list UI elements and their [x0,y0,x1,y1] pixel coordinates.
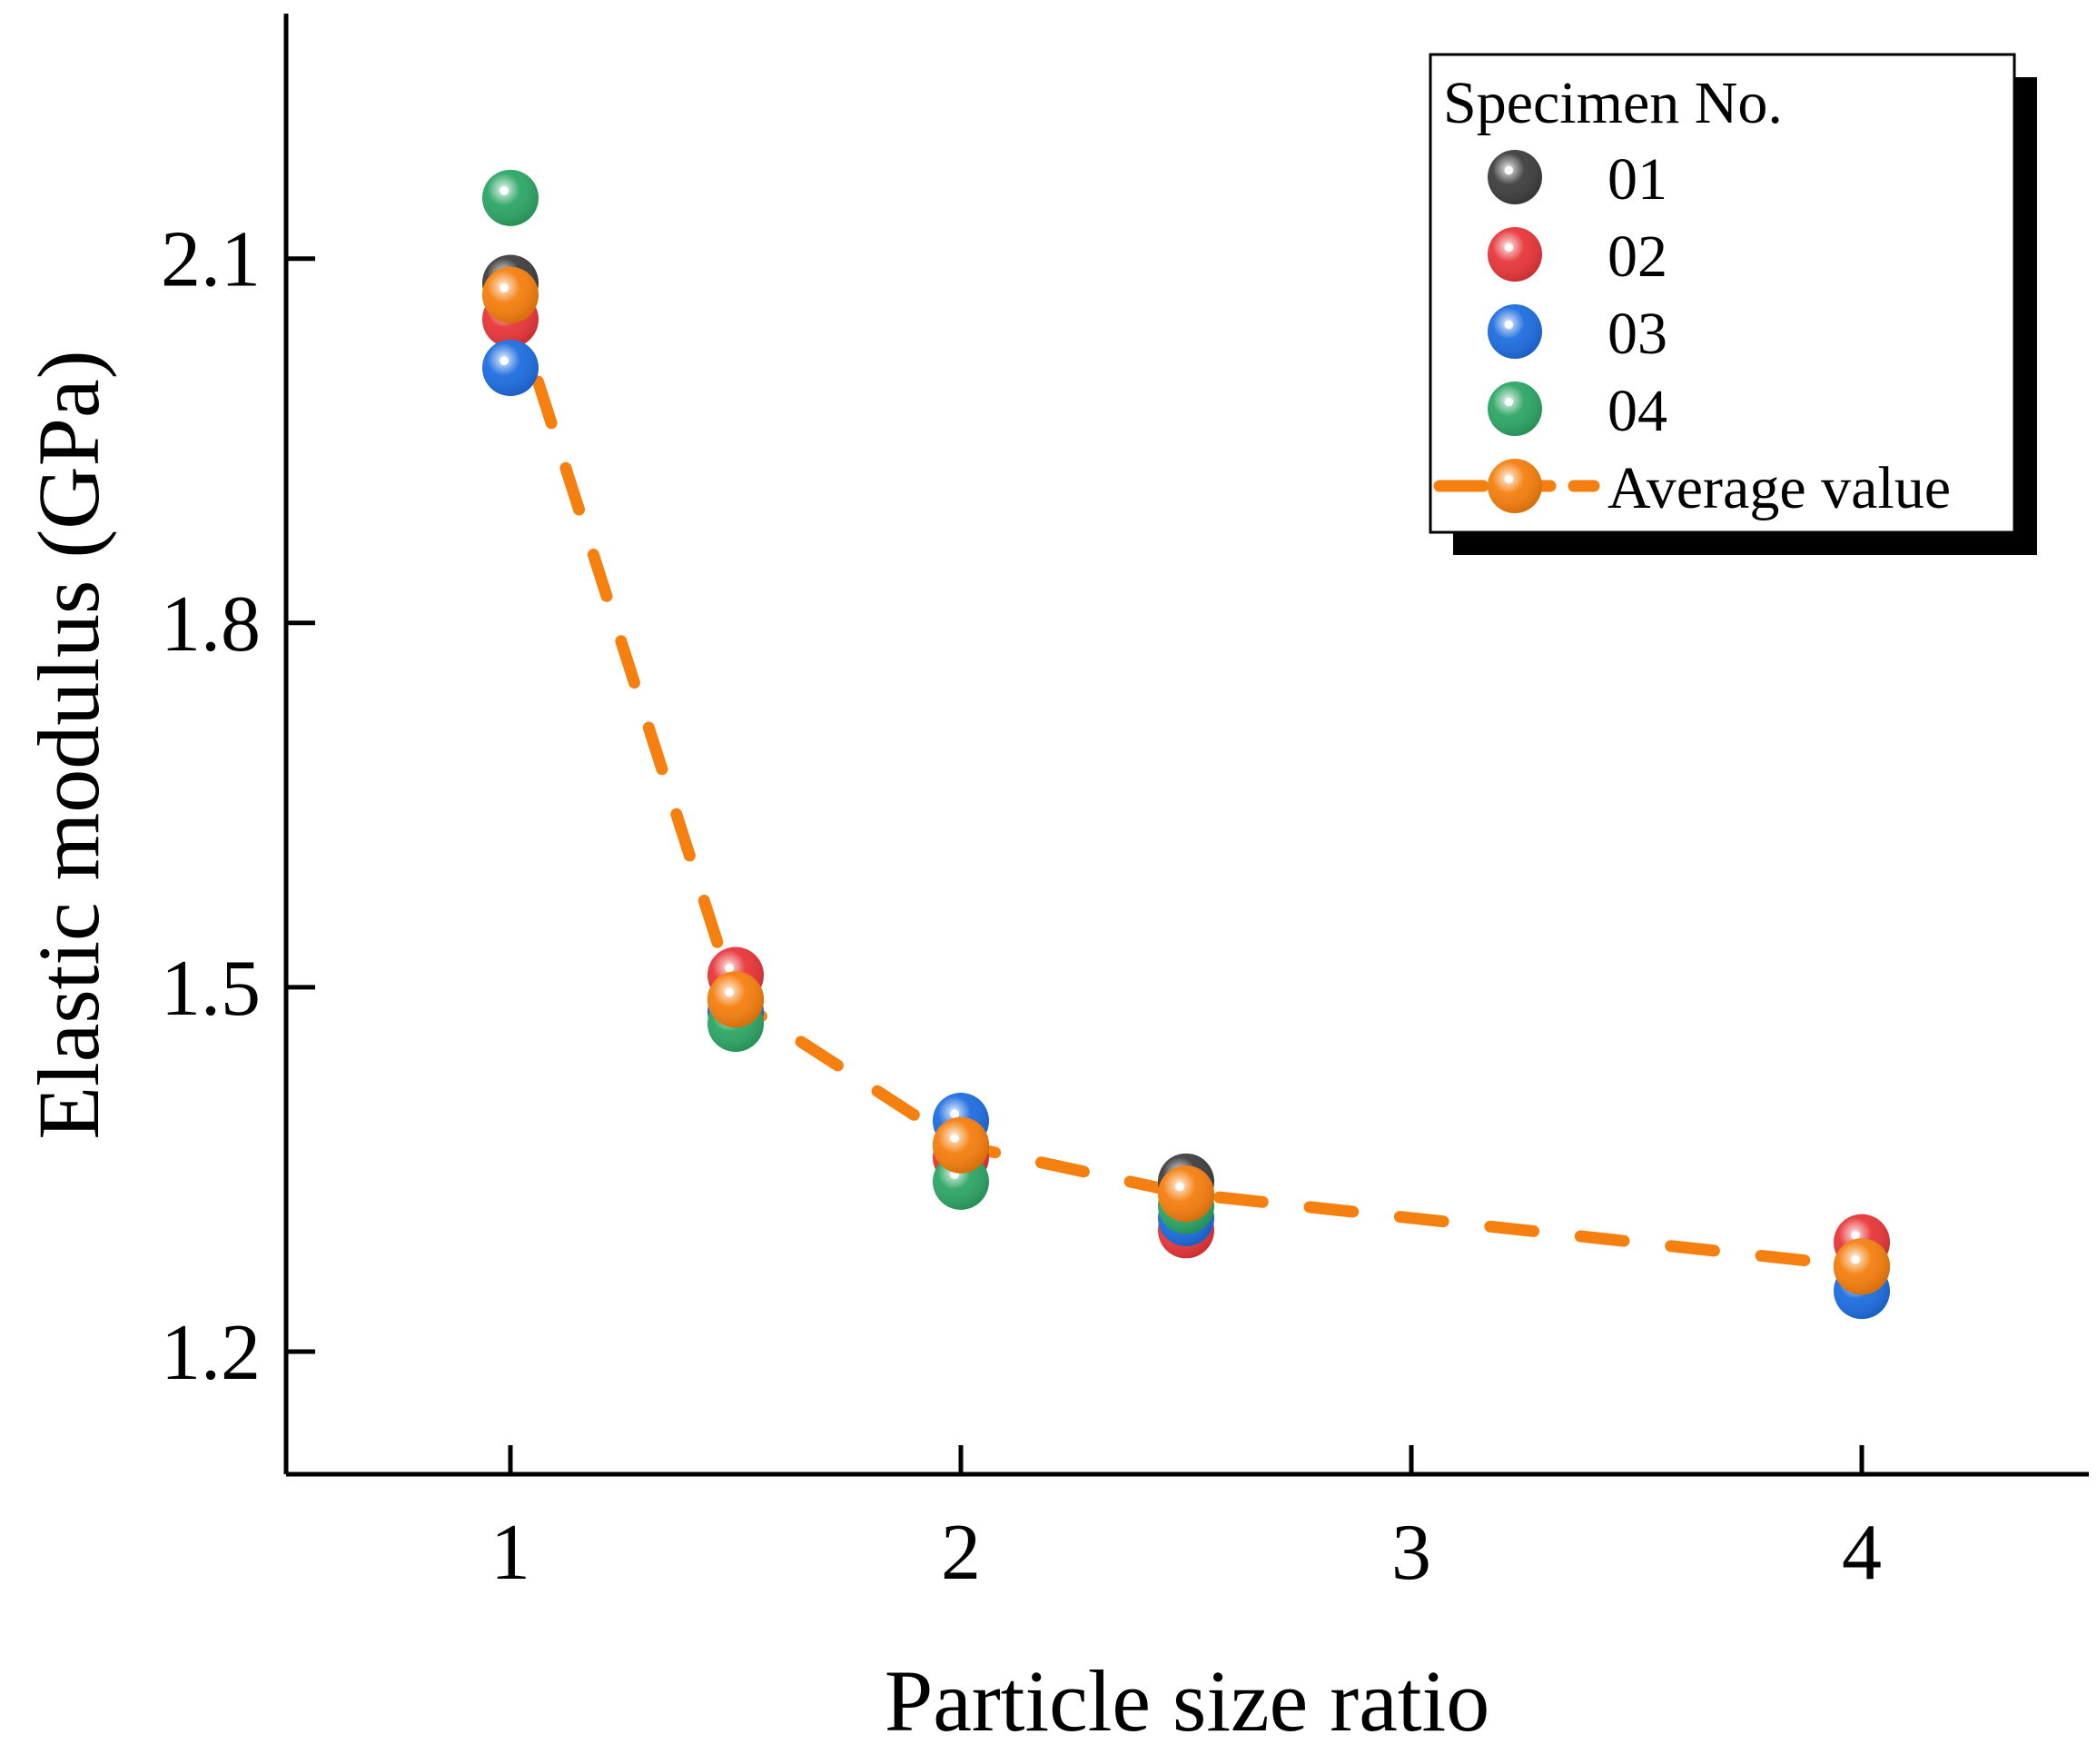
point-average-highlight [500,283,509,293]
legend-label-04: 04 [1607,378,1667,444]
y-axis-title: Elastic modulus (GPa) [20,350,117,1139]
legend-label-average: Average value [1607,455,1951,521]
point-specimen-02-highlight [1851,1230,1861,1240]
legend-marker-01-highlight [1504,165,1514,175]
legend: Specimen No. 01 02 03 04 Average value [1429,53,2037,555]
point-average [1834,1238,1890,1295]
legend-marker-02-highlight [1504,243,1514,253]
point-specimen-03 [482,340,539,397]
legend-marker-average-highlight [1504,474,1514,484]
point-average-sheen [1158,1165,1214,1223]
point-specimen-03-highlight [950,1109,960,1119]
point-average-sheen [933,1116,989,1174]
point-average [1158,1165,1214,1223]
point-average [933,1116,989,1174]
point-specimen-02-highlight [725,963,735,973]
point-average-sheen [1834,1238,1890,1295]
legend-marker-average [1488,459,1542,513]
legend-label-03: 03 [1607,301,1667,367]
legend-box [1429,53,2016,534]
x-tick-label: 1 [490,1509,530,1597]
point-average-highlight [950,1134,960,1143]
point-average-sheen [482,266,539,323]
legend-marker-average-sheen [1488,459,1542,513]
x-axis-title: Particle size ratio [885,1652,1489,1749]
legend-marker-03-sheen [1488,304,1542,359]
x-tick-label: 3 [1391,1509,1431,1597]
point-average-sheen [707,971,764,1028]
legend-marker-04 [1488,382,1542,436]
point-average-highlight [1175,1182,1185,1192]
legend-marker-01-sheen [1488,150,1542,204]
point-specimen-03-sheen [482,340,539,397]
point-specimen-03-highlight [500,356,509,366]
legend-marker-04-sheen [1488,382,1542,436]
legend-label-01: 01 [1607,146,1667,213]
point-average [707,971,764,1028]
legend-marker-03 [1488,304,1542,359]
legend-label-02: 02 [1607,223,1667,290]
x-tick-label: 2 [941,1509,981,1597]
legend-marker-02-sheen [1488,227,1542,282]
point-average [482,266,539,323]
legend-marker-03-highlight [1504,320,1514,330]
x-tick-label: 4 [1842,1509,1882,1597]
y-tick-label: 1.8 [161,580,261,669]
y-tick-label: 1.2 [161,1309,261,1397]
legend-marker-02 [1488,227,1542,282]
point-average-highlight [725,987,735,997]
point-average-highlight [1851,1254,1861,1264]
legend-title: Specimen No. [1443,70,1783,136]
y-tick-label: 1.5 [161,945,261,1033]
plot-area [482,169,1890,1320]
legend-marker-04-highlight [1504,397,1514,407]
axes: 1.2 1.5 1.8 2.1 1 2 3 4 Particle size ratio Elast… [20,14,2089,1749]
point-specimen-04-sheen [482,169,539,226]
y-tick-label: 2.1 [161,216,261,304]
point-specimen-04 [482,169,539,226]
legend-marker-01 [1488,150,1542,204]
point-specimen-04-highlight [500,186,509,196]
